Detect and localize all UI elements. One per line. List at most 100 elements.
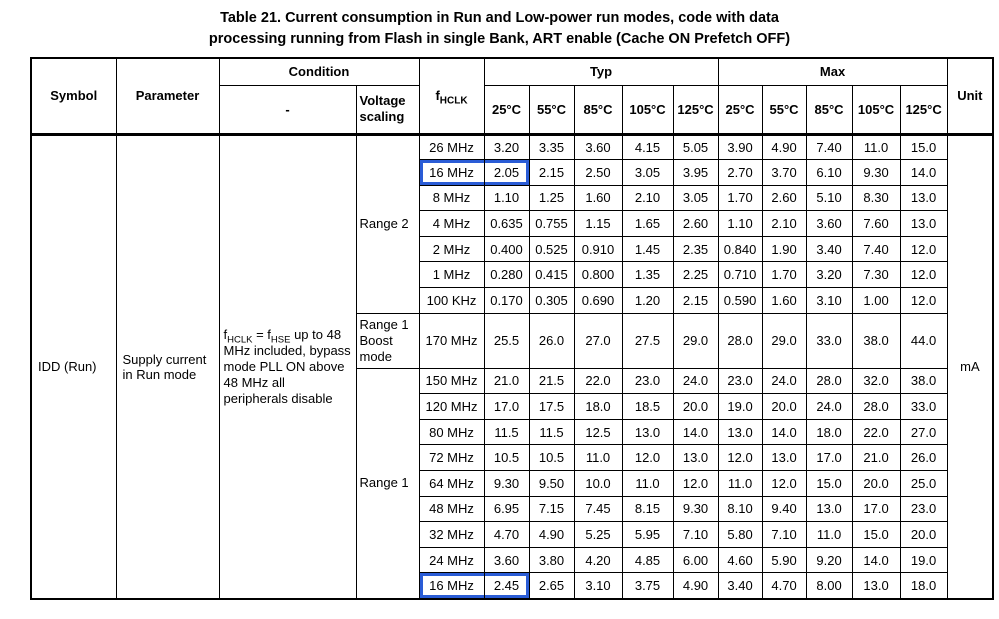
typ-value-cell: 0.305: [528, 287, 575, 314]
max-value-cell: 33.0: [899, 393, 948, 420]
max-value-cell: 12.0: [761, 470, 807, 497]
max-value-cell: 24.0: [805, 393, 853, 420]
max-value-cell: 3.70: [761, 159, 807, 186]
typ-value-cell: 11.5: [483, 418, 530, 446]
typ-value-cell: 4.90: [672, 572, 719, 599]
max-value-cell: 23.0: [899, 495, 948, 523]
typ-value-cell: 2.50: [573, 159, 623, 186]
typ-value-cell: 18.5: [621, 393, 674, 420]
typ-value-cell: 21.5: [528, 367, 575, 395]
table-row: 48 MHz 6.95 7.15 7.45 8.15 9.30 8.10 9.40 13.0 17…: [31, 495, 993, 523]
typ-value-cell: 3.95: [672, 159, 719, 186]
max-value-cell: 19.0: [899, 546, 948, 574]
fhclk-frequency-cell: 80 MHz: [418, 418, 485, 446]
fhclk-frequency-cell: 2 MHz: [418, 235, 485, 263]
typ-value-cell: 9.30: [672, 495, 719, 523]
table-row: 24 MHz 3.60 3.80 4.20 4.85 6.00 4.60 5.90 9.20 14…: [31, 546, 993, 574]
typ-value-cell: 2.25: [672, 261, 719, 289]
fhclk-frequency-cell: 48 MHz: [418, 495, 485, 523]
table-title-line1: Table 21. Current consumption in Run and…: [220, 10, 779, 26]
table-title: Table 21. Current consumption in Run and…: [0, 8, 999, 50]
max-value-cell: 33.0: [805, 312, 853, 369]
max-value-cell: 29.0: [761, 312, 807, 369]
max-value-cell: 44.0: [899, 312, 948, 369]
typ-value-cell: 0.635: [483, 210, 530, 237]
table-row: Range 1 Boost mode 170 MHz 25.5 26.0 27.0 27.…: [31, 312, 993, 369]
max-value-cell: 13.0: [851, 572, 901, 599]
max-value-cell: 26.0: [899, 444, 948, 472]
typ-value-cell: 2.65: [528, 572, 575, 599]
typ-value-cell: 0.800: [573, 261, 623, 289]
typ-value-cell: 4.70: [483, 521, 530, 548]
typ-value-cell: 22.0: [573, 367, 623, 395]
fhclk-frequency-cell: 120 MHz: [418, 393, 485, 420]
max-value-cell: 38.0: [899, 367, 948, 395]
typ-value-cell: 3.35: [528, 132, 575, 161]
max-value-cell: 1.70: [761, 261, 807, 289]
table-row: 1 MHz 0.280 0.415 0.800 1.35 2.25 0.710 1.70 3.2…: [31, 261, 993, 289]
parameter-cell: Supply current in Run mode: [115, 132, 220, 599]
header-max-55c: 55°C: [761, 84, 807, 135]
typ-value-cell: 12.5: [573, 418, 623, 446]
max-value-cell: 38.0: [851, 312, 901, 369]
max-value-cell: 9.20: [805, 546, 853, 574]
max-value-cell: 8.30: [851, 184, 901, 212]
typ-value-cell: 3.20: [483, 132, 530, 161]
max-value-cell: 17.0: [805, 444, 853, 472]
header-typ: Typ: [483, 57, 719, 86]
max-value-cell: 2.70: [717, 159, 763, 186]
typ-value-cell: 7.15: [528, 495, 575, 523]
typ-value-cell: 11.0: [621, 470, 674, 497]
max-value-cell: 7.40: [851, 235, 901, 263]
max-value-cell: 11.0: [717, 470, 763, 497]
typ-value-cell: 1.35: [621, 261, 674, 289]
fhclk-frequency-cell: 64 MHz: [418, 470, 485, 497]
typ-value-cell: 9.50: [528, 470, 575, 497]
typ-value-cell: 5.25: [573, 521, 623, 548]
max-value-cell: 20.0: [761, 393, 807, 420]
header-max-105c: 105°C: [851, 84, 901, 135]
header-typ-125c: 125°C: [672, 84, 719, 135]
max-value-cell: 28.0: [805, 367, 853, 395]
max-value-cell: 4.90: [761, 132, 807, 161]
max-value-cell: 13.0: [899, 210, 948, 237]
typ-value-cell: 1.20: [621, 287, 674, 314]
fhclk-subscript: HCLK: [439, 95, 468, 107]
unit-cell: mA: [946, 132, 994, 599]
typ-value-cell: 21.0: [483, 367, 530, 395]
typ-value-cell: 3.60: [483, 546, 530, 574]
fhclk-frequency-cell: 100 KHz: [418, 287, 485, 314]
table-row: Range 1 150 MHz 21.0 21.5 22.0 23.0 24.0 23.0 24…: [31, 367, 993, 600]
condition-hse-subscript: HSE: [270, 334, 291, 346]
header-typ-105c: 105°C: [621, 84, 674, 135]
max-value-cell: 14.0: [899, 159, 948, 186]
max-value-cell: 1.60: [761, 287, 807, 314]
max-value-cell: 27.0: [899, 418, 948, 446]
max-value-cell: 1.90: [761, 235, 807, 263]
max-value-cell: 19.0: [717, 393, 763, 420]
max-value-cell: 12.0: [899, 261, 948, 289]
typ-value-cell: 23.0: [621, 367, 674, 395]
header-condition-dash: -: [218, 84, 357, 135]
header-condition: Condition: [218, 57, 420, 86]
header-typ-25c: 25°C: [483, 84, 530, 135]
typ-value-cell: 25.5: [483, 312, 530, 369]
typ-value-cell: 0.525: [528, 235, 575, 263]
max-value-cell: 5.80: [717, 521, 763, 548]
table-row: 100 KHz 0.170 0.305 0.690 1.20 2.15 0.590 1.60 3…: [31, 287, 993, 314]
typ-value-cell: 3.75: [621, 572, 674, 599]
table-row: 16 MHz 2.05 2.15 2.50 3.05 3.95 2.70 3.70 6.10 9.…: [31, 159, 993, 186]
fhclk-frequency-cell: 150 MHz: [418, 367, 485, 395]
max-value-cell: 7.10: [761, 521, 807, 548]
max-value-cell: 0.590: [717, 287, 763, 314]
table-row: 32 MHz 4.70 4.90 5.25 5.95 7.10 5.80 7.10 11.0 15…: [31, 521, 993, 548]
typ-value-cell: 1.15: [573, 210, 623, 237]
typ-value-cell: 1.10: [483, 184, 530, 212]
typ-value-cell: 26.0: [528, 312, 575, 369]
voltage-scaling-cell: Range 1 Boost mode: [355, 312, 420, 369]
typ-value-cell: 7.10: [672, 521, 719, 548]
typ-value-cell: 13.0: [621, 418, 674, 446]
table-row: 64 MHz 9.30 9.50 10.0 11.0 12.0 11.0 12.0 15.0 20…: [31, 470, 993, 497]
header-max-85c: 85°C: [805, 84, 853, 135]
table-row: 16 MHz 2.45 2.65 3.10 3.75 4.90 3.40 4.70 8.00 13…: [31, 572, 993, 599]
